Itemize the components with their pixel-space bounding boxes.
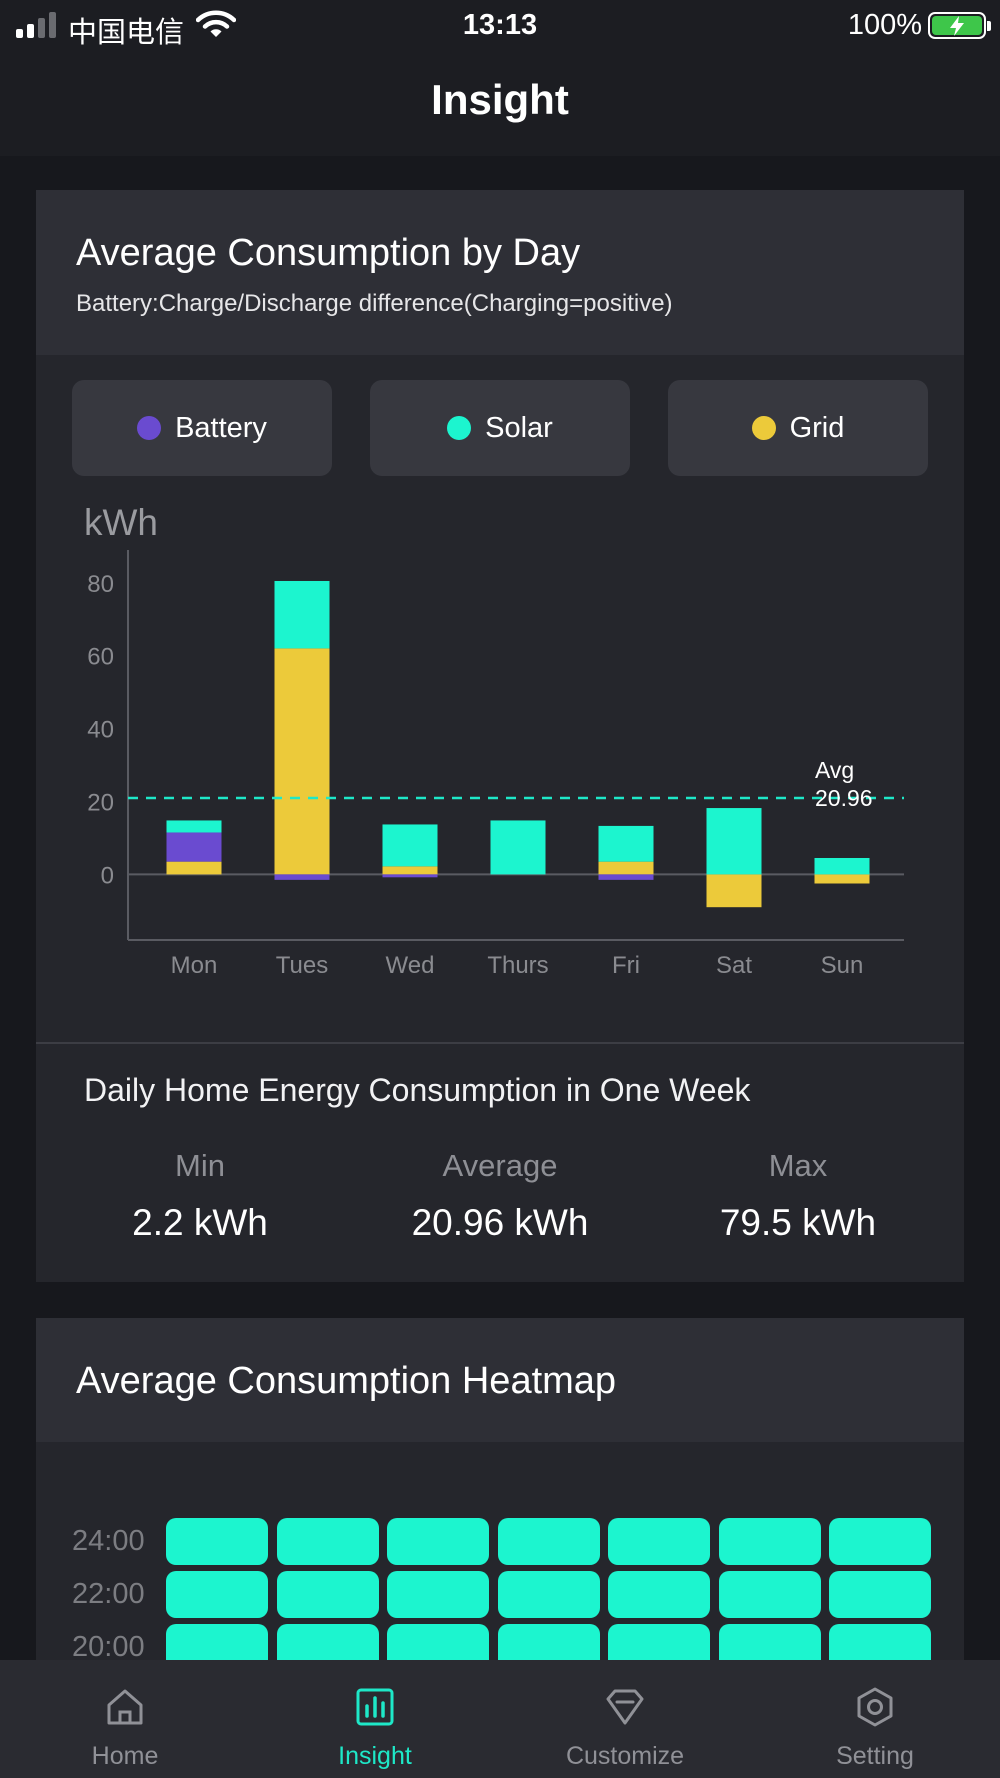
weekly-title: Daily Home Energy Consumption in One Wee… (84, 1072, 751, 1108)
heatmap-cell[interactable] (276, 1518, 379, 1565)
page-title: Insight (431, 76, 569, 123)
card-title: Average Consumption by Day (76, 232, 581, 274)
heatmap-cell[interactable] (166, 1571, 268, 1618)
y-tick-label: 40 (87, 717, 114, 744)
consumption-card: Average Consumption by Day Battery:Charg… (36, 190, 964, 1282)
tab-customize[interactable]: Customize (500, 1660, 750, 1778)
bar-solar (706, 808, 762, 875)
bar-grid (598, 861, 654, 875)
heatmap-row-label: 20:00 (72, 1631, 145, 1663)
tab-label: Home (91, 1742, 159, 1770)
stat-min: Min 2.2 kWh (50, 1148, 350, 1244)
stat-value: 79.5 kWh (719, 1202, 877, 1243)
heatmap-cell[interactable] (608, 1571, 710, 1618)
solar-dot-icon (447, 416, 472, 440)
battery-percent: 100% (847, 9, 922, 41)
heatmap-cell[interactable] (829, 1571, 931, 1618)
heatmap-cell[interactable] (718, 1571, 821, 1618)
avg-label: Avg (815, 757, 854, 783)
heatmap-cell[interactable] (829, 1518, 931, 1565)
bar-solar (814, 857, 870, 875)
battery-icon (928, 12, 991, 39)
signal-icon (16, 12, 56, 38)
y-tick-label: 60 (87, 644, 114, 671)
consumption-bar-chart: 0 20 40 60 80 Mon Tues Wed Thurs Fri Sat Sun Avg20.9… (87, 550, 904, 979)
tab-label: Insight (338, 1742, 412, 1770)
heatmap-cell[interactable] (608, 1518, 710, 1565)
bar-grid (706, 874, 762, 908)
x-tick-label: Tues (276, 952, 328, 979)
x-tick-label: Sat (716, 952, 752, 979)
tab-label: Setting (836, 1742, 914, 1770)
clock: 13:13 (462, 9, 538, 41)
battery-dot-icon (137, 416, 162, 440)
bar-solar (490, 820, 546, 875)
card-header: Average Consumption Heatmap (36, 1318, 964, 1442)
heatmap-row-label: 24:00 (72, 1525, 145, 1557)
x-tick-label: Sun (821, 952, 864, 979)
card-subtitle: Battery:Charge/Discharge difference(Char… (76, 290, 673, 317)
home-icon (107, 1689, 143, 1725)
bar-solar (274, 580, 330, 649)
stat-max: Max 79.5 kWh (648, 1148, 948, 1244)
bar-battery (598, 874, 654, 880)
legend-label: Grid (789, 411, 845, 444)
legend-grid-button[interactable]: Grid (668, 380, 928, 476)
bar-grid (382, 866, 438, 875)
tab-home[interactable]: Home (0, 1660, 250, 1778)
y-tick-label: 80 (87, 571, 114, 598)
x-tick-label: Thurs (487, 952, 548, 979)
diamond-icon (606, 1689, 644, 1725)
bar-grid (274, 648, 330, 875)
stat-value: 2.2 kWh (132, 1202, 268, 1243)
heatmap-cell[interactable] (387, 1571, 489, 1618)
heatmap-cell[interactable] (497, 1571, 600, 1618)
bar-battery (382, 874, 438, 878)
legend-solar-button[interactable]: Solar (370, 380, 630, 476)
legend-label: Battery (175, 411, 267, 444)
carrier-name: 中国电信 (68, 17, 185, 49)
bar-solar (166, 820, 222, 833)
heatmap-cell[interactable] (166, 1518, 268, 1565)
bar-grid (166, 861, 222, 875)
tab-setting[interactable]: Setting (750, 1660, 1000, 1778)
card-title: Average Consumption Heatmap (76, 1360, 617, 1402)
y-tick-label: 0 (101, 862, 114, 889)
x-tick-label: Wed (386, 952, 435, 979)
heatmap-cell[interactable] (387, 1518, 489, 1565)
status-bar: 中国电信 13:13 100% (0, 0, 1000, 50)
divider (36, 1042, 964, 1044)
stat-value: 20.96 kWh (411, 1202, 589, 1243)
bar-battery (274, 874, 330, 880)
stat-label: Average (442, 1148, 558, 1183)
heatmap-row-label: 22:00 (72, 1578, 145, 1610)
chart-unit-label: kWh (84, 502, 158, 543)
chart-icon (356, 1688, 394, 1726)
tab-bar: Home Insight Customize Setting (0, 1660, 1000, 1778)
legend-battery-button[interactable]: Battery (72, 380, 332, 476)
tab-insight[interactable]: Insight (250, 1660, 500, 1778)
heatmap-cell[interactable] (718, 1518, 821, 1565)
y-tick-label: 20 (87, 789, 114, 816)
avg-value-label: 20.96 (815, 785, 873, 811)
bar-grid (814, 874, 870, 884)
tab-label: Customize (565, 1742, 685, 1770)
bar-battery (166, 832, 222, 862)
bar-solar (598, 825, 654, 862)
stat-label: Max (768, 1148, 828, 1183)
bar-solar (382, 824, 438, 867)
x-tick-label: Mon (171, 952, 218, 979)
nav-bar: Insight (0, 50, 1000, 156)
legend-label: Solar (485, 411, 553, 444)
wifi-icon (195, 9, 237, 44)
stat-average: Average 20.96 kWh (350, 1148, 650, 1244)
gear-icon (857, 1687, 893, 1727)
heatmap-cell[interactable] (497, 1518, 600, 1565)
heatmap-cell[interactable] (276, 1571, 379, 1618)
stat-label: Min (175, 1148, 225, 1183)
card-header: Average Consumption by Day Battery:Charg… (36, 190, 964, 355)
x-tick-label: Fri (612, 952, 640, 979)
grid-dot-icon (751, 416, 776, 440)
